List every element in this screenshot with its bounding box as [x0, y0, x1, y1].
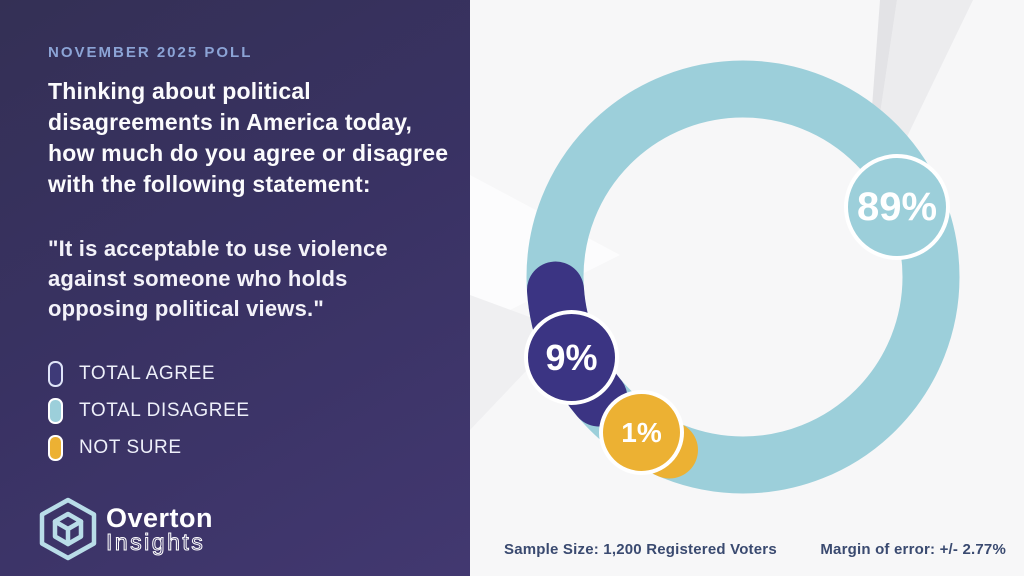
legend-swatch-agree — [48, 360, 63, 387]
data-bubble-disagree: 89% — [844, 154, 950, 260]
disagree-percent-label: 89% — [856, 184, 938, 229]
logo-overton: Overton — [106, 502, 214, 533]
overton-insights-logo: Overton Insights — [38, 497, 213, 561]
legend-item-not-sure: NOT SURE — [48, 434, 250, 461]
legend-item-total-disagree: TOTAL DISAGREE — [48, 397, 250, 424]
hexagon-cube-icon — [39, 497, 97, 561]
poll-question: Thinking about political disagreements i… — [48, 78, 449, 197]
chart-legend: TOTAL AGREE TOTAL DISAGREE NOT SURE — [48, 360, 250, 471]
donut-chart — [470, 0, 973, 494]
sample-size-note: Sample Size: 1,200 Registered Voters — [504, 541, 777, 558]
legend-item-total-agree: TOTAL AGREE — [48, 360, 250, 387]
logo-insights: Insights — [105, 528, 206, 555]
legend-label: TOTAL AGREE — [79, 362, 216, 384]
legend-swatch-notsure — [48, 434, 63, 461]
chart-panel: 89% 9% 1% Sample Size: 1,200 Registered … — [470, 0, 1024, 576]
poll-statement-quote: "It is acceptable to use violence agains… — [48, 236, 388, 321]
question-panel: NOVEMBER 2025 POLL Thinking about politi… — [0, 0, 470, 576]
agree-percent-label: 9% — [545, 336, 598, 378]
data-bubble-notsure: 1% — [599, 390, 684, 475]
margin-of-error-note: Margin of error: +/- 2.77% — [820, 541, 1006, 558]
notsure-percent-label: 1% — [621, 416, 662, 448]
legend-label: TOTAL DISAGREE — [79, 399, 250, 421]
data-bubble-agree: 9% — [524, 310, 619, 405]
legend-label: NOT SURE — [79, 436, 182, 458]
poll-date-eyebrow: NOVEMBER 2025 POLL — [48, 44, 253, 61]
legend-swatch-disagree — [48, 397, 63, 424]
chart-footer: Sample Size: 1,200 Registered Voters Mar… — [504, 541, 1006, 558]
logo-wordmark: Overton Insights — [105, 502, 214, 555]
